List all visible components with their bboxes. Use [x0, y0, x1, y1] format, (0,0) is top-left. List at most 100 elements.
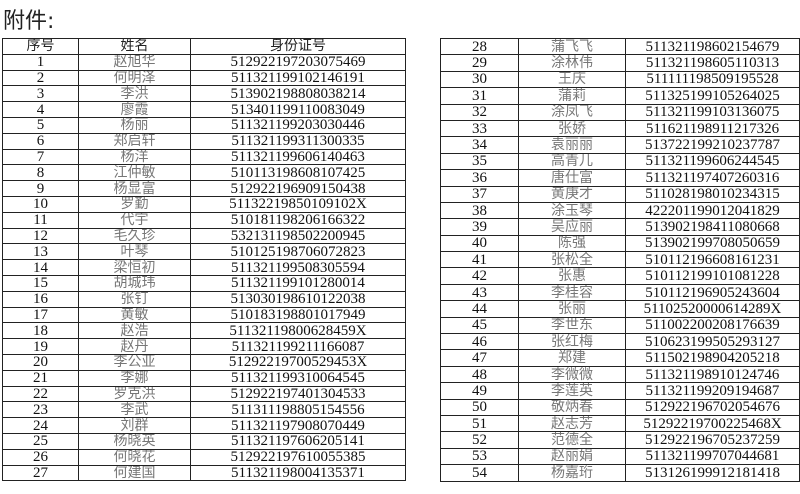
table-row: 51 赵志芳 51292219700225468X: [440, 414, 800, 433]
row-name: 李娜: [78, 369, 191, 387]
id-table-left: 序号 姓名 身份证号 1 赵旭华 512922197203075469 2 何明泽 511…: [2, 38, 406, 482]
row-name: 代宇: [78, 211, 191, 229]
table-row: 50 敬炳春 512922196702054676: [440, 398, 800, 416]
table-row: 42 张惠 510112199101081228: [440, 267, 800, 285]
table-row: 25 杨晓英 511321197606205141: [2, 432, 406, 450]
row-id-number: 511502198904205218: [625, 349, 800, 367]
row-seq: 28: [440, 37, 519, 56]
row-name: 江仲敏: [78, 164, 191, 182]
row-id-number: 511321199606140463: [190, 148, 406, 166]
row-name: 何建国: [78, 464, 191, 482]
table-row: 7 杨洋 511321199606140463: [2, 148, 406, 166]
table-row: 16 张钉 513030198610122038: [2, 290, 406, 308]
row-name: 黄敏: [78, 306, 191, 324]
table-row: 5 杨丽 511321199203030446: [2, 116, 406, 134]
row-name: 范德全: [518, 431, 626, 449]
row-name: 涂凤飞: [518, 103, 626, 121]
row-id-number: 511321199102146191: [190, 69, 406, 87]
table-row: 48 李微微 511321198910124746: [440, 365, 800, 384]
row-id-number: 511321199103136075: [625, 103, 800, 121]
row-id-number: 513126199912181418: [625, 464, 800, 482]
row-name: 杨嘉珩: [518, 464, 626, 482]
row-name: 刘群: [78, 417, 191, 434]
row-name: 廖霞: [78, 101, 191, 118]
row-id-number: 511321199209194687: [625, 382, 800, 400]
row-id-number: 51132119800628459X: [190, 322, 406, 340]
table-row: 17 黄敏 510183198801017949: [2, 306, 406, 324]
row-name: 赵丽娟: [518, 447, 626, 466]
row-seq: 39: [440, 218, 519, 236]
row-id-number: 513902199708050659: [625, 234, 800, 253]
row-id-number: 512922197203075469: [190, 53, 406, 71]
table-row: 6 郑启轩 511321199311300335: [2, 132, 406, 150]
row-seq: 38: [440, 201, 519, 220]
row-id-number: 511321199707044681: [625, 447, 800, 466]
table-row: 10 罗勤 51132219850109102X: [2, 195, 406, 213]
row-seq: 14: [2, 259, 79, 276]
table-row: 21 李娜 511321199310064545: [2, 369, 406, 387]
row-seq: 4: [2, 101, 79, 118]
row-seq: 51: [440, 414, 519, 433]
row-seq: 9: [2, 180, 79, 197]
row-id-number: 51292219700225468X: [625, 414, 800, 433]
row-seq: 24: [2, 417, 79, 434]
table-row: 29 涂林伟 511321198605110313: [440, 54, 800, 72]
row-name: 张丽: [518, 300, 626, 318]
row-seq: 19: [2, 338, 79, 355]
row-name: 李桂容: [518, 283, 626, 302]
table-row: 23 李武 511311198805154556: [2, 401, 406, 419]
row-id-number: 532131198502200945: [190, 227, 406, 245]
row-name: 叶琴: [78, 243, 191, 261]
table-row: 30 王庆 511111198509195528: [440, 70, 800, 89]
row-name: 敬炳春: [518, 398, 626, 416]
row-name: 陈强: [518, 234, 626, 253]
row-name: 杨洋: [78, 148, 191, 166]
row-seq: 7: [2, 148, 79, 166]
row-seq: 3: [2, 85, 79, 103]
row-seq: 18: [2, 322, 79, 340]
table-row: 40 陈强 513902199708050659: [440, 234, 800, 253]
table-row: 27 何建国 511321198004135371: [2, 464, 406, 482]
row-name: 李公亚: [78, 353, 191, 371]
row-seq: 49: [440, 382, 519, 400]
row-seq: 42: [440, 267, 519, 285]
row-seq: 16: [2, 290, 79, 308]
table-header-row: 序号 姓名 身份证号: [2, 38, 406, 55]
row-name: 杨丽: [78, 116, 191, 134]
row-seq: 21: [2, 369, 79, 387]
row-seq: 27: [2, 464, 79, 482]
row-id-number: 511321198004135371: [190, 464, 406, 482]
row-name: 赵丹: [78, 338, 191, 355]
row-seq: 6: [2, 132, 79, 150]
table-row: 41 张松全 510112196608161231: [440, 251, 800, 269]
row-id-number: 51292219700529453X: [190, 353, 406, 371]
row-seq: 52: [440, 431, 519, 449]
table-row: 32 涂凤飞 511321199103136075: [440, 103, 800, 121]
table-row: 4 廖霞 513401199110083049: [2, 101, 406, 118]
row-seq: 8: [2, 164, 79, 182]
row-id-number: 511621198911217326: [625, 119, 800, 138]
row-name: 黄庚才: [518, 185, 626, 203]
table-row: 31 蒲莉 511325199105264025: [440, 87, 800, 105]
row-name: 杨显富: [78, 180, 191, 197]
row-name: 张钉: [78, 290, 191, 308]
row-seq: 37: [440, 185, 519, 203]
table-row: 26 何晓花 512922197610055385: [2, 448, 406, 466]
table-row: 54 杨嘉珩 513126199912181418: [440, 464, 800, 482]
table-row: 52 范德全 512922196705237259: [440, 431, 800, 449]
table-row: 19 赵丹 511321199211166087: [2, 338, 406, 355]
row-name: 涂玉琴: [518, 201, 626, 220]
row-seq: 11: [2, 211, 79, 229]
row-seq: 15: [2, 274, 79, 292]
row-id-number: 513722199210237787: [625, 136, 800, 154]
table-row: 8 江仲敏 510113198608107425: [2, 164, 406, 182]
row-seq: 46: [440, 333, 519, 351]
table-row: 13 叶琴 510125198706072823: [2, 243, 406, 261]
table-row: 33 张娇 511621198911217326: [440, 119, 800, 138]
row-name: 李微微: [518, 365, 626, 384]
table-row: 39 吴应丽 513902198411080668: [440, 218, 800, 236]
table-row: 36 唐仕富 511321197407260316: [440, 169, 800, 187]
row-id-number: 510623199505293127: [625, 333, 800, 351]
row-id-number: 511321199311300335: [190, 132, 406, 150]
row-name: 何晓花: [78, 448, 191, 466]
